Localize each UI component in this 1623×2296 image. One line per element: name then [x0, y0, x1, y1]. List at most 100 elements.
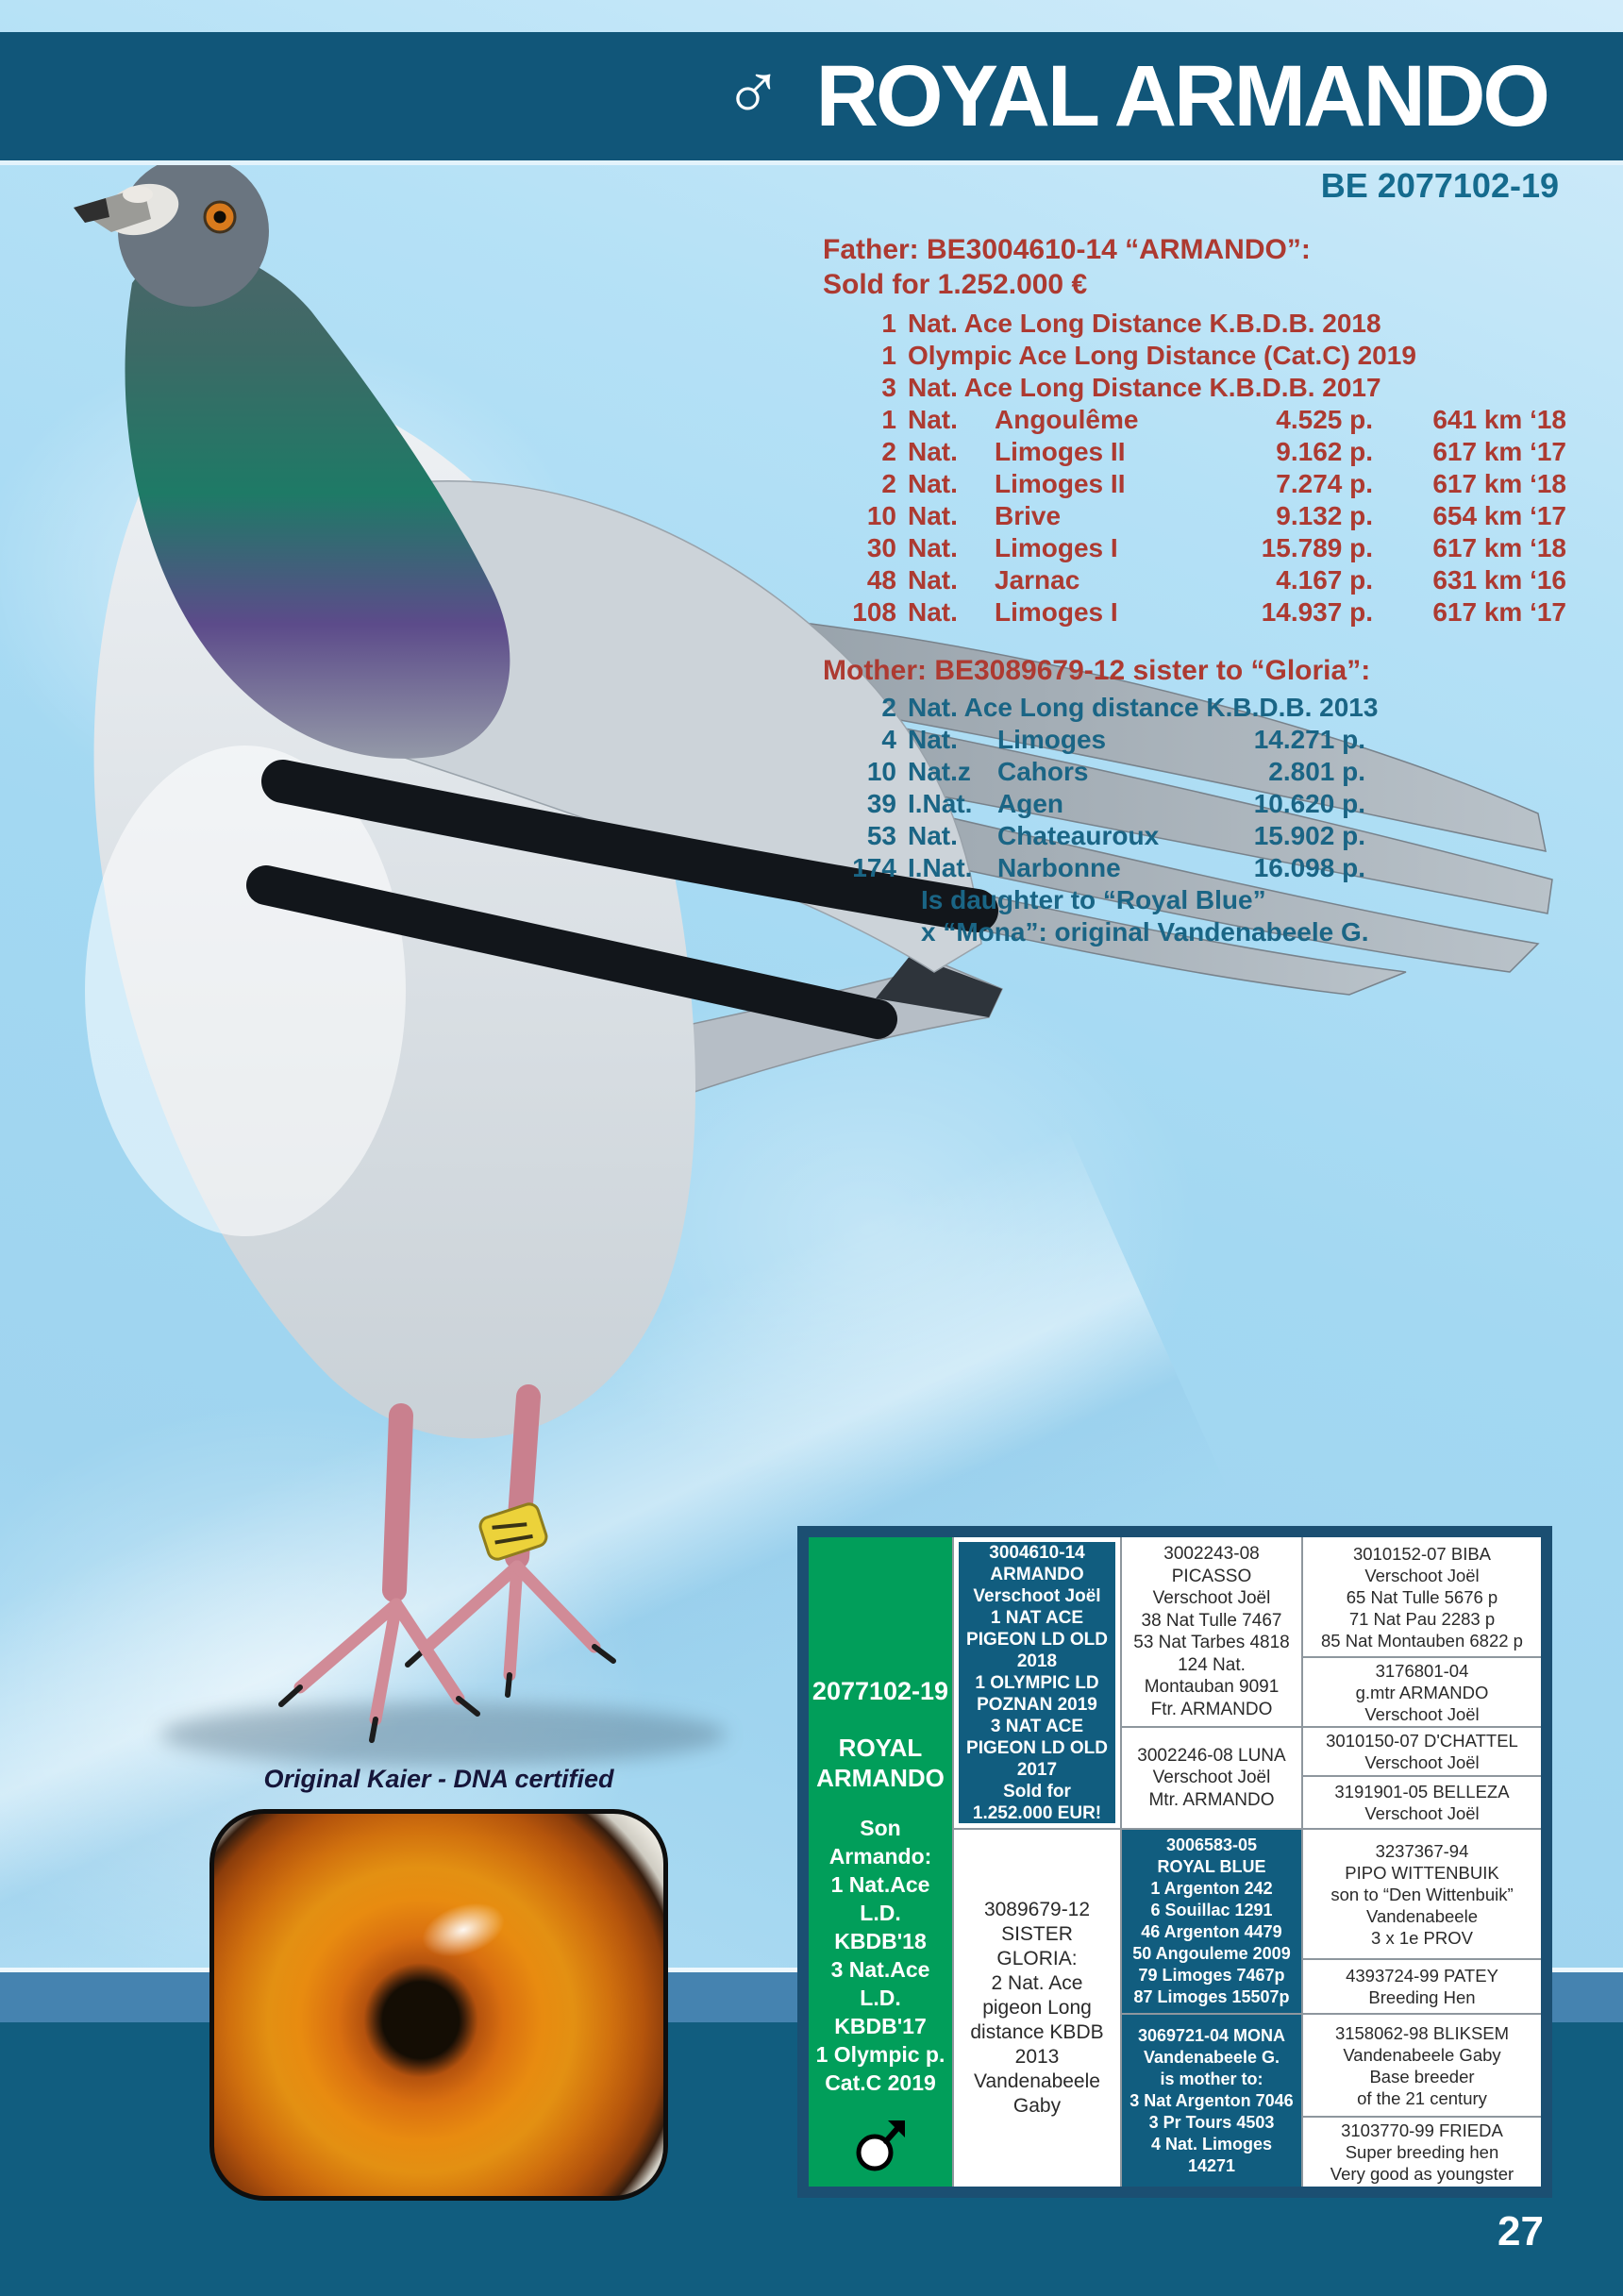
mother-note: x “Mona”: original Vandenabeele G.	[921, 917, 1369, 947]
result-distance: 617 km ‘18	[1432, 533, 1566, 562]
result-row: 2 Nat. Limoges II 9.162 p. 617 km ‘17	[823, 436, 1566, 468]
result-category: Nat.	[908, 437, 958, 466]
pedigree-great-grandparent-cell: 3158062-98 BLIKSEM Vandenabeele Gaby Bas…	[1303, 2015, 1541, 2116]
eye-photo-caption: Original Kaier - DNA certified	[263, 1765, 614, 1793]
result-race: Limoges I	[995, 533, 1118, 562]
result-rank: 1	[881, 405, 896, 434]
result-row: 1 Nat. Angoulême 4.525 p. 641 km ‘18	[823, 404, 1566, 436]
result-category: Nat.	[908, 469, 958, 498]
father-sold-line: Sold for 1.252.000 €	[823, 269, 1088, 300]
pedigree-great-grandparent-cell: 3191901-05 BELLEZA Verschoot Joël	[1303, 1777, 1541, 1828]
subject-ring: 2077102-19	[812, 1677, 949, 1705]
pigeon-tail-band	[876, 955, 1002, 1017]
result-race: Cahors	[997, 757, 1089, 786]
ace-text: Nat. Ace Long Distance K.B.D.B. 2017	[908, 373, 1381, 402]
ace-rank: 3	[881, 373, 896, 402]
pigeon-pupil	[213, 210, 226, 224]
pigeon-legs	[278, 1384, 616, 1743]
result-category: Nat.	[908, 533, 958, 562]
pedigree-father-cell: 3004610-14 ARMANDO Verschoot Joël 1 NAT …	[954, 1537, 1120, 1828]
ace-text: Nat. Ace Long distance K.B.D.B. 2013	[908, 693, 1379, 722]
pedigree-table: 2077102-19 ROYAL ARMANDO Son Armando: 1 …	[797, 1526, 1552, 2198]
pedigree-great-grandparent-cell: 3010152-07 BIBA Verschoot Joël 65 Nat Tu…	[1303, 1537, 1541, 1656]
result-rank: 4	[881, 725, 896, 754]
mother-note: Is daughter to “Royal Blue”	[921, 885, 1266, 914]
pedigree-grandparent-cell: 3006583-05 ROYAL BLUE 1 Argenton 242 6 S…	[1122, 1830, 1301, 2013]
result-category: I.Nat.	[908, 853, 973, 882]
result-row: 53 Nat. Chateauroux 15.902 p.	[823, 820, 1365, 852]
ace-row: 1 Olympic Ace Long Distance (Cat.C) 2019	[823, 340, 1566, 372]
ace-row: 3 Nat. Ace Long Distance K.B.D.B. 2017	[823, 372, 1566, 404]
result-race: Narbonne	[997, 853, 1121, 882]
result-distance: 617 km ‘17	[1432, 597, 1566, 627]
pigeon-neck	[125, 249, 510, 759]
result-rank: 53	[866, 821, 896, 850]
result-category: I.Nat.	[908, 789, 973, 818]
result-race: Limoges	[997, 725, 1107, 754]
result-category: Nat.	[908, 405, 958, 434]
wing-bar	[261, 760, 998, 932]
pedigree-grandparent-cell: 3002243-08 PICASSO Verschoot Joël 38 Nat…	[1122, 1537, 1301, 1726]
result-row: 30 Nat. Limoges I 15.789 p. 617 km ‘18	[823, 532, 1566, 564]
result-race: Agen	[997, 789, 1063, 818]
ace-rank: 1	[881, 309, 896, 338]
result-distance: 617 km ‘18	[1432, 469, 1566, 498]
header-band	[0, 32, 1623, 160]
result-row: 108 Nat. Limoges I 14.937 p. 617 km ‘17	[823, 596, 1566, 628]
result-pigeons: 2.801 p.	[1268, 757, 1365, 786]
result-pigeons: 7.274 p.	[1276, 469, 1373, 498]
result-row: 39 I.Nat. Agen 10.620 p.	[823, 788, 1365, 820]
eye-photo	[209, 1809, 668, 2201]
father-results-block: Father: BE3004610-14 “ARMANDO”: Sold for…	[823, 232, 1566, 628]
male-icon	[856, 2120, 905, 2171]
result-pigeons: 4.167 p.	[1276, 565, 1373, 595]
result-pigeons: 16.098 p.	[1253, 853, 1365, 882]
result-row: 174 I.Nat. Narbonne 16.098 p.	[823, 852, 1365, 884]
result-race: Angoulême	[995, 405, 1139, 434]
pedigree-father-text: 3004610-14 ARMANDO Verschoot Joël 1 NAT …	[959, 1542, 1115, 1823]
result-distance: 641 km ‘18	[1432, 405, 1566, 434]
pedigree-subject-cell: 2077102-19 ROYAL ARMANDO Son Armando: 1 …	[809, 1537, 952, 2187]
mother-title: Mother: BE3089679-12 sister to “Gloria”:	[823, 655, 1371, 686]
result-race: Limoges II	[995, 469, 1126, 498]
pedigree-great-grandparent-cell: 3237367-94 PIPO WITTENBUIK son to “Den W…	[1303, 1830, 1541, 1958]
result-pigeons: 14.937 p.	[1261, 597, 1373, 627]
ace-rank: 2	[881, 693, 896, 722]
result-rank: 2	[881, 469, 896, 498]
result-rank: 10	[866, 757, 896, 786]
result-rank: 48	[866, 565, 896, 595]
result-race: Brive	[995, 501, 1062, 530]
result-row: 2 Nat. Limoges II 7.274 p. 617 km ‘18	[823, 468, 1566, 500]
result-category: Nat.z	[908, 757, 971, 786]
result-pigeons: 9.162 p.	[1276, 437, 1373, 466]
pigeon-ring-band	[478, 1502, 548, 1561]
mother-results-block: Mother: BE3089679-12 sister to “Gloria”:…	[823, 653, 1378, 948]
page-title: ROYAL ARMANDO	[815, 47, 1550, 144]
result-pigeons: 10.620 p.	[1253, 789, 1365, 818]
result-pigeons: 14.271 p.	[1253, 725, 1365, 754]
result-race: Jarnac	[995, 565, 1080, 595]
header-band-underline	[0, 160, 1623, 165]
result-rank: 174	[852, 853, 896, 882]
result-rank: 10	[866, 501, 896, 530]
result-row: 48 Nat. Jarnac 4.167 p. 631 km ‘16	[823, 564, 1566, 596]
result-rank: 108	[852, 597, 896, 627]
page-number: 27	[1498, 2208, 1544, 2254]
result-pigeons: 15.902 p.	[1253, 821, 1365, 850]
pigeon-shadow	[160, 1702, 727, 1767]
ace-text: Olympic Ace Long Distance (Cat.C) 2019	[908, 341, 1416, 370]
result-pigeons: 15.789 p.	[1261, 533, 1373, 562]
subject-details: Son Armando: 1 Nat.Ace L.D. KBDB'18 3 Na…	[815, 1816, 945, 2095]
result-category: Nat.	[908, 501, 958, 530]
ring-number: BE 2077102-19	[1320, 166, 1559, 205]
result-distance: 654 km ‘17	[1432, 501, 1566, 530]
result-pigeons: 4.525 p.	[1276, 405, 1373, 434]
result-row: 10 Nat.z Cahors 2.801 p.	[823, 756, 1365, 788]
result-rank: 2	[881, 437, 896, 466]
ace-rank: 1	[881, 341, 896, 370]
result-pigeons: 9.132 p.	[1276, 501, 1373, 530]
result-distance: 617 km ‘17	[1432, 437, 1566, 466]
result-row: 10 Nat. Brive 9.132 p. 654 km ‘17	[823, 500, 1566, 532]
